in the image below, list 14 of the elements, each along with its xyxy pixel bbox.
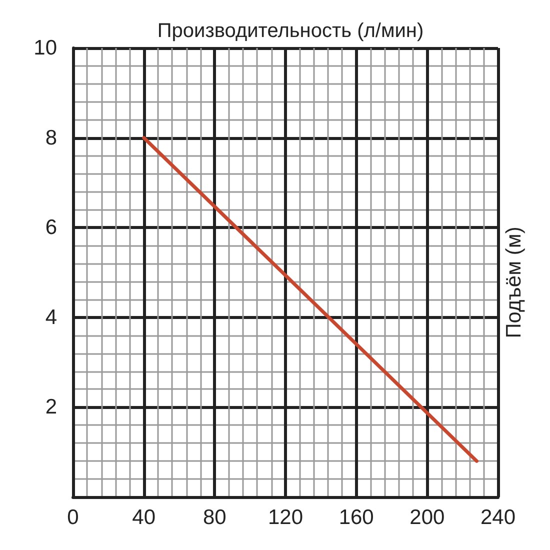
x-tick-label: 120 [268, 506, 304, 529]
x-tick-label: 0 [67, 506, 79, 529]
y-tick-label: 4 [45, 306, 58, 329]
x-tick-label: 200 [410, 506, 445, 529]
y-tick-label: 10 [34, 36, 57, 60]
y-tick-label: 2 [45, 396, 57, 419]
x-tick-label: 240 [480, 506, 516, 529]
y-tick-label: 8 [45, 126, 57, 150]
y-axis-title: Подъём (м) [502, 226, 526, 338]
x-tick-label: 80 [202, 506, 226, 529]
x-axis-title: Производительность (л/мин) [157, 20, 424, 42]
x-tick-label: 160 [338, 506, 374, 529]
y-tick-label: 6 [45, 216, 57, 240]
x-tick-label: 40 [132, 506, 156, 529]
